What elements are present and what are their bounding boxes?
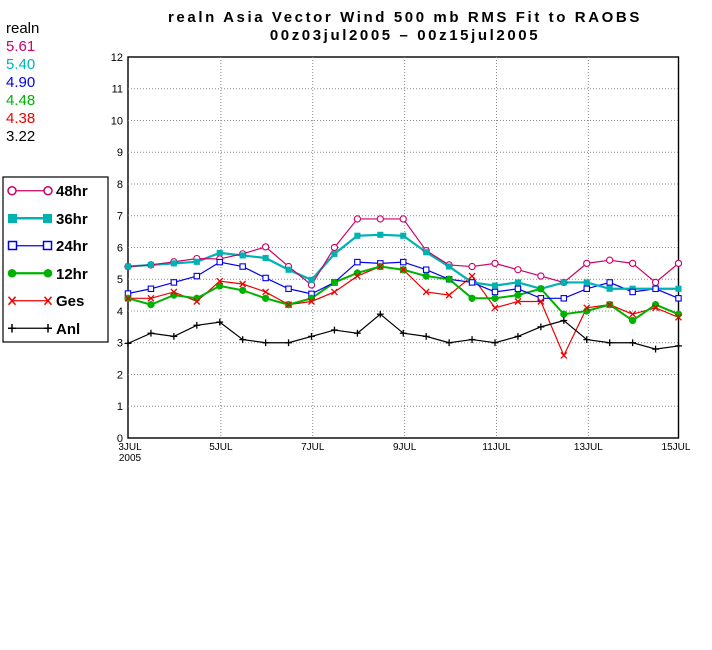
svg-text:4.48: 4.48: [6, 92, 35, 109]
svg-text:5.40: 5.40: [6, 56, 35, 73]
svg-text:4.38: 4.38: [6, 110, 35, 127]
svg-text:8: 8: [117, 179, 123, 191]
svg-text:realn: realn: [6, 20, 39, 37]
svg-text:realn Asia Vector Wind 500 mb: realn Asia Vector Wind 500 mb RMS Fit to…: [168, 9, 642, 26]
svg-text:12hr: 12hr: [56, 266, 88, 283]
svg-text:36hr: 36hr: [56, 211, 88, 228]
svg-text:4: 4: [117, 306, 123, 318]
svg-text:5.61: 5.61: [6, 38, 35, 55]
svg-text:Anl: Anl: [56, 321, 80, 338]
svg-text:2: 2: [117, 369, 123, 381]
svg-text:7JUL: 7JUL: [301, 442, 325, 453]
svg-text:00z03jul2005 – 00z15jul2005: 00z03jul2005 – 00z15jul2005: [270, 27, 540, 44]
svg-text:7: 7: [117, 211, 123, 223]
svg-text:3.22: 3.22: [6, 128, 35, 145]
svg-text:2005: 2005: [119, 453, 142, 464]
svg-text:11JUL: 11JUL: [482, 442, 511, 453]
svg-text:3JUL: 3JUL: [118, 442, 142, 453]
svg-text:24hr: 24hr: [56, 238, 88, 255]
svg-text:10: 10: [111, 115, 123, 127]
svg-text:6: 6: [117, 242, 123, 254]
svg-text:48hr: 48hr: [56, 183, 88, 200]
svg-text:Ges: Ges: [56, 293, 84, 310]
svg-text:13JUL: 13JUL: [574, 442, 603, 453]
svg-text:5JUL: 5JUL: [209, 442, 233, 453]
svg-text:5: 5: [117, 274, 123, 286]
svg-text:1: 1: [117, 401, 123, 413]
svg-text:3: 3: [117, 338, 123, 350]
svg-text:9JUL: 9JUL: [393, 442, 417, 453]
svg-text:11: 11: [112, 84, 123, 96]
svg-text:12: 12: [111, 52, 123, 64]
svg-text:15JUL: 15JUL: [662, 442, 691, 453]
svg-text:4.90: 4.90: [6, 74, 35, 91]
svg-text:9: 9: [117, 147, 123, 159]
